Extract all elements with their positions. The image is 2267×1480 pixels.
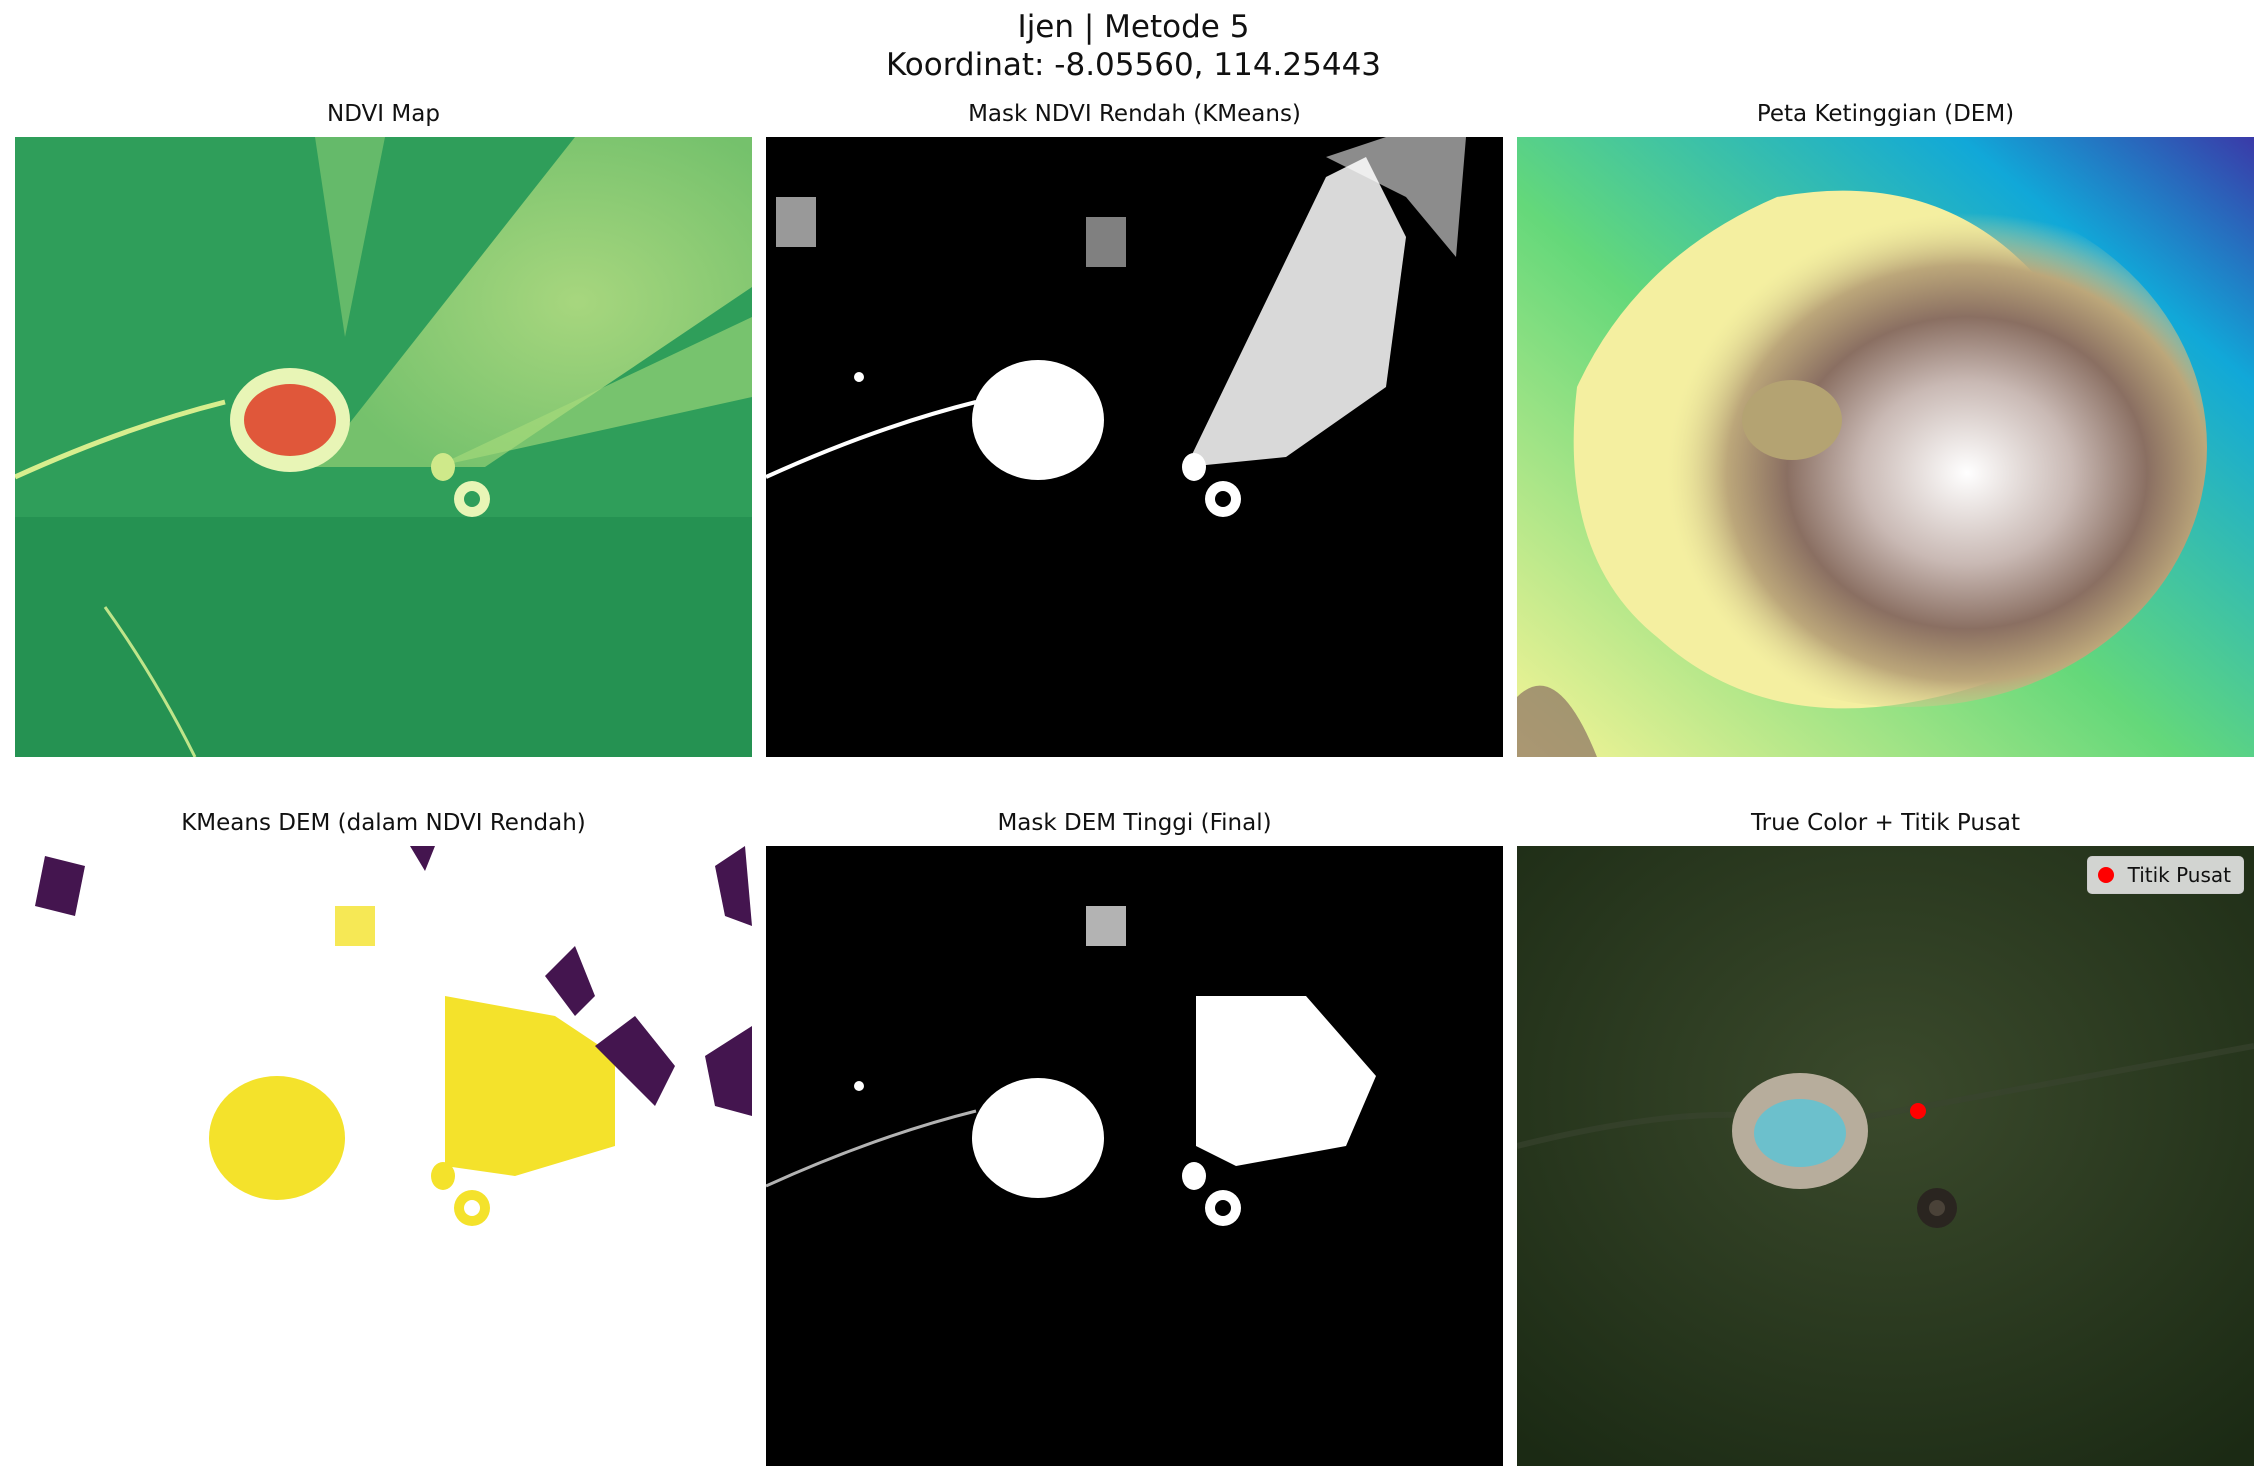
dem-image [1517, 137, 2254, 757]
true-color-image: Titik Pusat [1517, 846, 2254, 1466]
figure-title: Ijen | Metode 5 [1017, 9, 1250, 45]
ndvi-map-image [15, 137, 752, 757]
panel-title-kmeans-dem: KMeans DEM (dalam NDVI Rendah) [181, 810, 586, 836]
center-point-marker [1910, 1103, 1926, 1119]
mask-dem-image [766, 846, 1503, 1466]
kmeans-dem-image [15, 846, 752, 1466]
panel-title-dem: Peta Ketinggian (DEM) [1756, 101, 2015, 127]
mask-ndvi-image [766, 137, 1503, 757]
legend-marker-icon [2097, 867, 2114, 883]
panel-title-true-color: True Color + Titik Pusat [1750, 810, 2020, 836]
panel-title-mask-ndvi: Mask NDVI Rendah (KMeans) [968, 101, 1301, 127]
figure-subtitle: Koordinat: -8.05560, 114.25443 [885, 47, 1382, 83]
panel-title-mask-dem: Mask DEM Tinggi (Final) [997, 810, 1272, 836]
panel-title-ndvi-map: NDVI Map [327, 101, 440, 127]
legend: Titik Pusat [2086, 856, 2244, 894]
legend-label: Titik Pusat [2127, 863, 2231, 887]
